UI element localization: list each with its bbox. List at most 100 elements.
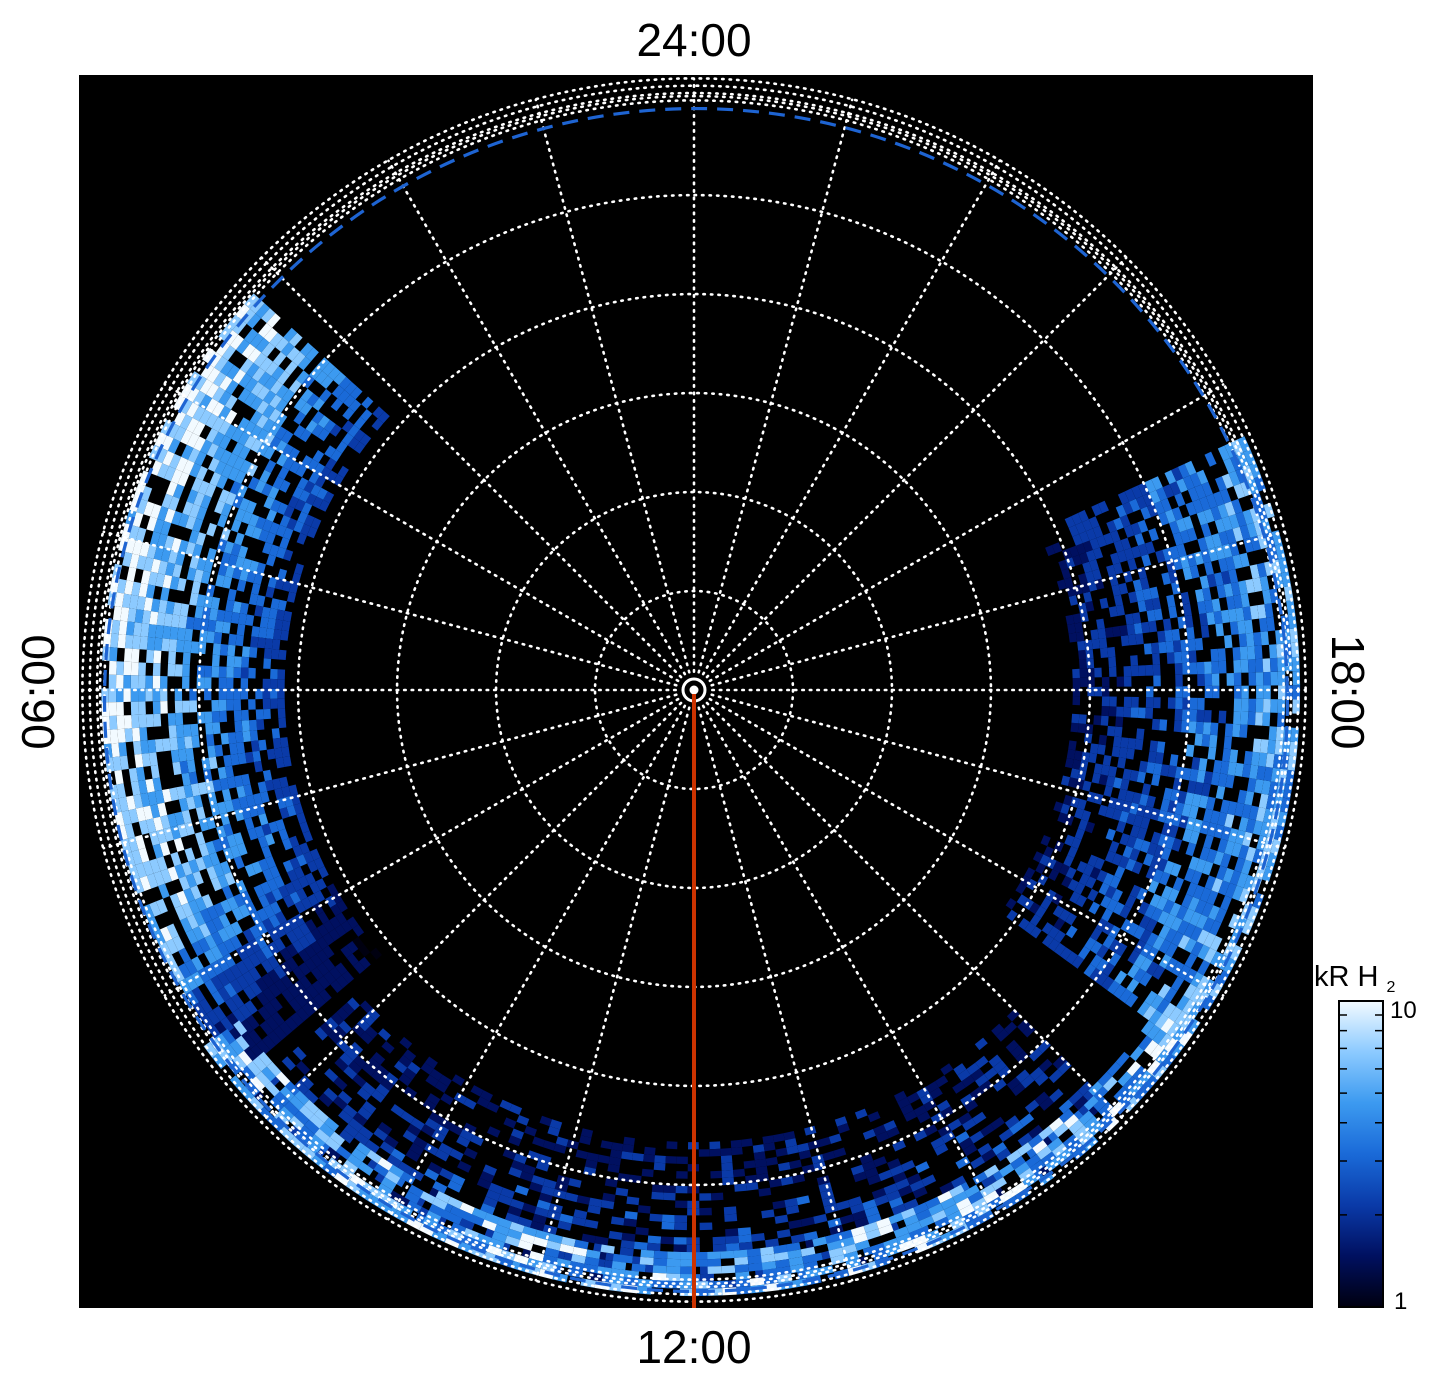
- emission-cell: [275, 911, 287, 925]
- emission-cell: [153, 713, 162, 727]
- emission-cell: [176, 890, 189, 906]
- emission-cell: [256, 595, 266, 607]
- emission-cell: [150, 804, 161, 819]
- emission-cell: [227, 467, 240, 482]
- emission-cell: [280, 342, 295, 357]
- emission-cell: [1093, 715, 1102, 726]
- emission-cell: [190, 885, 202, 900]
- emission-cell: [230, 334, 244, 350]
- emission-cell: [255, 303, 270, 319]
- emission-cell: [1097, 744, 1106, 755]
- emission-cell: [245, 362, 260, 378]
- emission-cell: [751, 1233, 765, 1242]
- emission-cell: [159, 841, 171, 857]
- emission-cell: [675, 1200, 688, 1209]
- emission-cell: [233, 893, 246, 908]
- emission-cell: [216, 609, 226, 622]
- emission-cell: [653, 1250, 668, 1259]
- emission-cell: [284, 361, 298, 376]
- emission-cell: [1100, 647, 1109, 658]
- emission-cell: [361, 396, 374, 409]
- emission-cell: [160, 587, 170, 601]
- emission-cell: [111, 742, 120, 758]
- colorbar-gradient: [1338, 1000, 1384, 1308]
- emission-cell: [238, 497, 250, 512]
- emission-cell: [309, 881, 321, 894]
- emission-cell: [1100, 715, 1109, 726]
- emission-cell: [322, 362, 336, 376]
- emission-cell: [230, 543, 242, 557]
- emission-cell: [1240, 711, 1249, 725]
- emission-cell: [182, 459, 195, 475]
- emission-cell: [234, 720, 243, 733]
- emission-cell: [117, 634, 126, 649]
- emission-cell: [143, 597, 153, 612]
- emission-cell: [1194, 637, 1204, 651]
- emission-cell: [145, 675, 153, 689]
- emission-cell: [296, 532, 307, 545]
- emission-cell: [1116, 706, 1124, 717]
- emission-cell: [229, 935, 243, 950]
- emission-cell: [108, 702, 117, 716]
- emission-cell: [235, 634, 244, 647]
- emission-cell: [1188, 650, 1197, 663]
- emission-cell: [244, 817, 255, 830]
- emission-cell: [324, 445, 336, 458]
- emission-cell: [243, 421, 256, 436]
- emission-cell: [239, 459, 252, 474]
- emission-cell: [272, 737, 282, 749]
- emission-cell: [256, 562, 266, 575]
- emission-cell: [1263, 698, 1271, 713]
- emission-cell: [287, 869, 298, 882]
- emission-cell: [226, 453, 239, 468]
- emission-cell: [217, 766, 227, 780]
- emission-cell: [256, 386, 270, 401]
- emission-cell: [1079, 659, 1087, 669]
- emission-cell: [116, 702, 124, 716]
- emission-cell: [269, 436, 282, 450]
- emission-cell: [212, 779, 222, 792]
- emission-cell: [306, 393, 320, 407]
- emission-cell: [262, 868, 274, 882]
- emission-cell: [164, 466, 176, 482]
- emission-cell: [168, 639, 178, 652]
- emission-cell: [224, 799, 235, 813]
- emission-cell: [235, 339, 250, 355]
- emission-cell: [210, 877, 222, 892]
- emission-cell: [164, 508, 176, 524]
- emission-cell: [206, 522, 217, 537]
- emission-cell: [223, 610, 233, 623]
- emission-cell: [262, 418, 275, 433]
- emission-cell: [205, 413, 219, 429]
- emission-cell: [110, 633, 119, 648]
- emission-cell: [307, 860, 318, 873]
- emission-cell: [377, 411, 390, 424]
- emission-cell: [259, 357, 273, 372]
- emission-cell: [191, 580, 201, 595]
- emission-cell: [240, 678, 249, 689]
- emission-cell: [1089, 743, 1099, 754]
- emission-cell: [235, 946, 249, 961]
- emission-cell: [236, 623, 246, 636]
- emission-cell: [269, 544, 280, 557]
- emission-cell: [198, 923, 211, 938]
- emission-cell: [211, 666, 220, 678]
- emission-cell: [1232, 647, 1241, 661]
- emission-cell: [200, 908, 212, 924]
- emission-cell: [270, 688, 278, 699]
- emission-cell: [242, 730, 251, 743]
- emission-cell: [225, 379, 239, 395]
- emission-cell: [203, 964, 217, 980]
- emission-cell: [1203, 710, 1212, 723]
- emission-cell: [171, 614, 180, 628]
- emission-cell: [661, 1214, 675, 1223]
- emission-cell: [635, 1227, 649, 1236]
- colorbar-max-label: 10: [1390, 997, 1417, 1024]
- emission-cell: [1255, 672, 1264, 686]
- emission-cell: [1223, 736, 1233, 750]
- emission-cell: [200, 439, 213, 455]
- emission-cell: [165, 562, 176, 577]
- emission-cell: [283, 505, 295, 518]
- emission-cell: [154, 790, 165, 805]
- emission-cell: [169, 576, 180, 590]
